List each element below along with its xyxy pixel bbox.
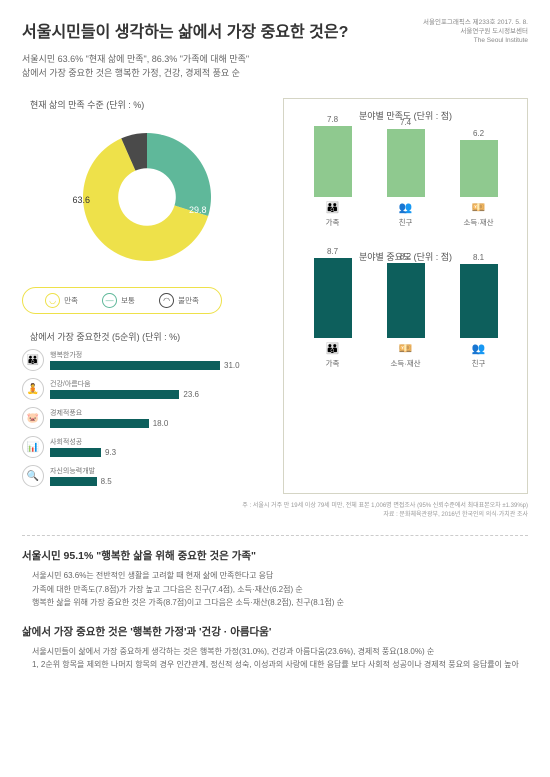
divider [22, 535, 528, 536]
footnote: 주 : 서울시 거주 만 19세 이상 79세 미만, 전체 표본 1,006명… [22, 502, 528, 519]
vbar-icon: 👪 [326, 201, 340, 215]
sat-chart: 7.8 👪 가족7.4 👥 친구6.2 💴 소득·재산 [292, 128, 519, 228]
vbar: 7.8 👪 가족 [305, 115, 360, 229]
vbar: 7.4 👥 친구 [378, 118, 433, 228]
vbar-icon: 👥 [399, 201, 413, 215]
vbar: 8.7 👪 가족 [305, 247, 360, 369]
hbar-icon: 🐷 [22, 407, 44, 429]
hbar-row: 👪 행복한가정 31.0 [22, 349, 271, 371]
donut-chart: 63.6 29.8 6.6 [67, 117, 227, 277]
vbar: 8.1 👥 친구 [451, 253, 506, 369]
sec1-title: 서울시민 95.1% "행복한 삶을 위해 중요한 것은 가족" [22, 548, 528, 563]
legend-item: ◡만족 [45, 293, 78, 308]
hbar-row: 🔍 자신의능력개발 8.5 [22, 465, 271, 487]
vbar: 8.2 💴 소득·재산 [378, 252, 433, 369]
legend-item: ◠불만족 [159, 293, 199, 308]
page-title: 서울시민들이 생각하는 삶에서 가장 중요한 것은? [22, 18, 348, 42]
legend-item: —보통 [102, 293, 135, 308]
vbar-icon: 💴 [472, 201, 486, 215]
hbar-icon: 👪 [22, 349, 44, 371]
hbar-row: 🐷 경제적풍요 18.0 [22, 407, 271, 429]
hbar-row: 📊 사회적성공 9.3 [22, 436, 271, 458]
sec1-body: 서울시민 63.6%는 전반적인 생활을 고려할 때 현재 삶에 만족한다고 응… [22, 569, 528, 610]
subtitle: 서울시민 63.6% "현재 삶에 만족", 86.3% "가족에 대해 만족"… [22, 53, 528, 80]
hbars-title: 삶에서 가장 중요한것 (5순위) (단위 : %) [22, 330, 271, 343]
hbar-icon: 🧘 [22, 378, 44, 400]
vbar-icon: 👪 [326, 342, 340, 356]
vbar-icon: 💴 [399, 342, 413, 356]
donut-title: 현재 삶의 만족 수준 (단위 : %) [22, 98, 271, 111]
header-meta: 서울인포그래픽스 제233호 2017. 5. 8. 서울연구원 도시정보센터 … [423, 18, 528, 45]
hbar-icon: 📊 [22, 436, 44, 458]
sec2-body: 서울시민들이 삶에서 가장 중요하게 생각하는 것은 행복한 가정(31.0%)… [22, 645, 528, 672]
donut-label-2: 6.6 [160, 127, 173, 137]
donut-label-1: 29.8 [189, 205, 207, 215]
vbar-icon: 👥 [472, 342, 486, 356]
hbar-icon: 🔍 [22, 465, 44, 487]
imp-chart: 8.7 👪 가족8.2 💴 소득·재산8.1 👥 친구 [292, 269, 519, 369]
vbar: 6.2 💴 소득·재산 [451, 129, 506, 228]
hbars-chart: 👪 행복한가정 31.0 🧘 건강/아름다움 23.6 🐷 경제적풍요 18.0 📊 … [22, 349, 271, 487]
donut-legend: ◡만족 —보통 ◠불만족 [22, 287, 222, 314]
sec2-title: 삶에서 가장 중요한 것은 '행복한 가정'과 '건강 · 아름다움' [22, 624, 528, 639]
hbar-row: 🧘 건강/아름다움 23.6 [22, 378, 271, 400]
donut-label-0: 63.6 [73, 195, 91, 205]
